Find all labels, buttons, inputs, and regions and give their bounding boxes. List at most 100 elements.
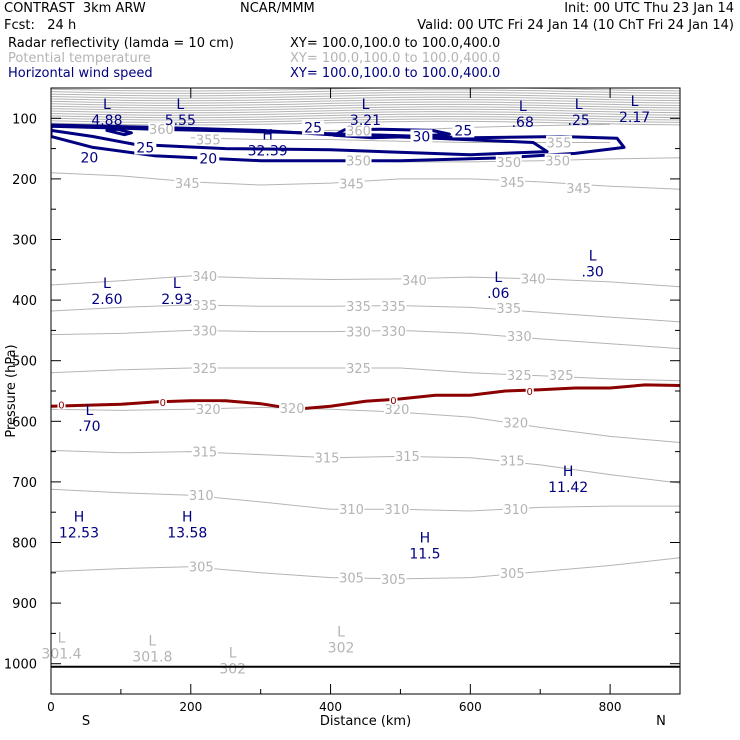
- wind-extremum-letter: H: [74, 509, 85, 525]
- wind-extremum-value: 4.88: [91, 113, 122, 129]
- theta-label-bg: [345, 123, 372, 137]
- theta-contour-label: 340: [521, 272, 546, 287]
- theta-contour-label: 325: [346, 362, 371, 377]
- theta-label-bg: [345, 299, 372, 313]
- wind-extremum-value: 2.60: [91, 292, 122, 308]
- theta-label-bg: [338, 502, 365, 516]
- theta-contour-label: 310: [385, 503, 410, 518]
- wind-contour-label: 25: [304, 120, 322, 136]
- theta-contour-label: 310: [503, 503, 528, 518]
- theta-label-bg: [544, 153, 571, 167]
- x-tick-label: 400: [319, 700, 342, 714]
- field-wind-name: Horizontal wind speed: [8, 66, 153, 81]
- field-theta-name: Potential temperature: [8, 51, 151, 66]
- y-tick-label: 600: [12, 415, 37, 430]
- theta-extremum-value: 302: [219, 662, 246, 678]
- theta-label-bg: [191, 360, 218, 374]
- theta-contour-label: 320: [280, 402, 305, 417]
- plot-frame: [50, 87, 681, 695]
- upper-theta-line: [51, 101, 680, 107]
- theta-label-bg: [191, 297, 218, 311]
- valid-time: Valid: 00 UTC Fri 24 Jan 14 (10 ChT Fri …: [417, 18, 734, 33]
- theta-contour-label: 325: [507, 369, 532, 384]
- wind-extremum-letter: L: [173, 276, 181, 292]
- y-tick-label: 400: [12, 294, 37, 309]
- theta-label-bg: [191, 444, 218, 458]
- wind-extremum-value: 13.58: [167, 525, 207, 541]
- theta-contour-label: 360: [346, 124, 371, 139]
- upper-theta-line: [51, 108, 680, 114]
- theta-extremum-letter: L: [58, 630, 66, 646]
- wind-extremum-letter: L: [103, 276, 111, 292]
- upper-theta-line: [51, 106, 680, 111]
- reflectivity-label-bg: [525, 386, 534, 396]
- theta-label-bg: [380, 324, 407, 338]
- wind-label-bg: [302, 120, 325, 135]
- theta-contour-label: 350: [346, 155, 371, 170]
- theta-contour-label: 310: [189, 489, 214, 504]
- theta-contour-label: 305: [500, 567, 525, 582]
- wind-extremum-letter: L: [589, 249, 597, 265]
- reflectivity-contour-0: [51, 383, 680, 411]
- wind-extremum-value: 11.5: [409, 547, 440, 563]
- wind-extremum-letter: L: [575, 97, 583, 113]
- upper-theta-line: [51, 91, 680, 97]
- wind-extremum-value: 2.93: [161, 292, 192, 308]
- reflectivity-label-bg: [389, 395, 398, 406]
- upper-theta-line: [51, 115, 680, 121]
- field-wind-xy: XY= 100.0,100.0 to 100.0,400.0: [290, 66, 501, 81]
- theta-label-bg: [502, 502, 529, 516]
- x-tick-label: 800: [599, 700, 622, 714]
- y-tick-label: 1000: [4, 658, 37, 673]
- theta-label-bg: [338, 570, 365, 584]
- theta-contour-355: [190, 137, 611, 143]
- theta-contour-label: 330: [192, 324, 217, 339]
- wind-extremum-letter: L: [176, 97, 184, 113]
- theta-contour-label: 315: [315, 452, 340, 467]
- wind-extremum-value: .68: [512, 115, 534, 131]
- theta-contour-label: 355: [547, 137, 572, 152]
- wind-extremum-letter: L: [86, 403, 94, 419]
- theta-label-bg: [499, 565, 526, 579]
- wind-extremum-value: .06: [487, 286, 509, 302]
- upper-theta-line: [51, 111, 680, 116]
- theta-contour-label: 350: [545, 155, 570, 170]
- theta-label-bg: [506, 368, 533, 382]
- theta-label-bg: [502, 415, 529, 429]
- theta-label-bg: [345, 324, 372, 338]
- wind-extremum-letter: L: [631, 94, 639, 110]
- theta-contour-label: 330: [507, 330, 532, 345]
- y-tick-label: 700: [12, 476, 37, 491]
- theta-label-bg: [345, 360, 372, 374]
- theta-label-bg: [499, 453, 526, 467]
- theta-contour-label: 325: [192, 362, 217, 377]
- organization-label: NCAR/MMM: [240, 1, 315, 16]
- wind-extremum-letter: H: [563, 464, 574, 480]
- y-tick-label: 800: [12, 537, 37, 552]
- theta-label-bg: [279, 400, 306, 414]
- wind-contour-label: 30: [412, 129, 430, 145]
- theta-contour-310: [51, 488, 680, 512]
- wind-extremum-letter: H: [182, 509, 193, 525]
- theta-contour-305: [51, 557, 680, 580]
- theta-contour-label: 340: [402, 274, 427, 289]
- y-tick-label: 200: [12, 173, 37, 188]
- field-theta-xy: XY= 100.0,100.0 to 100.0,400.0: [290, 51, 501, 66]
- north-label: N: [656, 714, 666, 729]
- theta-contour-label: 315: [395, 450, 420, 465]
- field-reflectivity-name: Radar reflectivity (lamda = 10 cm): [8, 36, 234, 51]
- theta-contour-320: [51, 406, 680, 443]
- theta-extremum-letter: L: [148, 634, 156, 650]
- wind-extremum-value: 11.42: [548, 480, 588, 496]
- theta-contour-label: 340: [192, 270, 217, 285]
- theta-contour-label: 310: [339, 503, 364, 518]
- theta-label-bg: [380, 299, 407, 313]
- model-title: CONTRAST 3km ARW: [4, 1, 146, 16]
- theta-contour-315: [51, 449, 680, 484]
- theta-label-bg: [495, 300, 522, 314]
- theta-label-bg: [546, 135, 573, 149]
- x-axis-title: Distance (km): [320, 714, 411, 729]
